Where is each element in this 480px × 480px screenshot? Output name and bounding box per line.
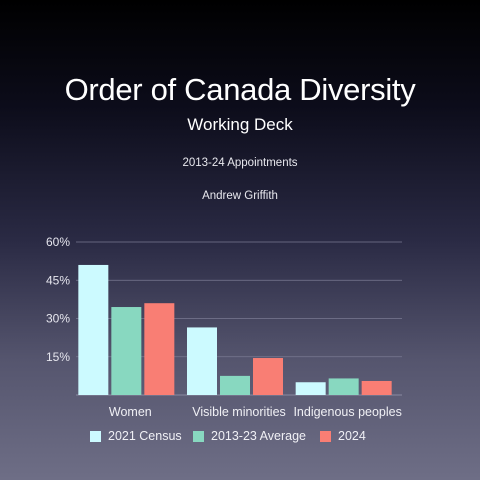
category-label: Indigenous peoples xyxy=(293,405,401,419)
bar-visible-minorities-2024 xyxy=(253,358,283,395)
bar-women-2024 xyxy=(144,303,175,395)
page-title: Order of Canada Diversity xyxy=(64,72,416,107)
y-tick-label: 30% xyxy=(46,312,70,326)
category-label: Visible minorities xyxy=(192,405,286,419)
legend-swatch xyxy=(193,430,204,442)
bar-indigenous-peoples-2013-23-average xyxy=(328,378,359,395)
legend-item: 2013-23 Average xyxy=(193,429,306,443)
y-tick-label: 45% xyxy=(46,273,70,287)
legend-item: 2024 xyxy=(320,429,366,443)
category-label: Women xyxy=(109,405,152,419)
bar-indigenous-peoples-2021-census xyxy=(295,382,326,395)
legend-item: 2021 Census xyxy=(90,429,182,443)
y-tick-label: 15% xyxy=(46,350,70,364)
chart-legend: 2021 Census 2013-23 Average 2024 xyxy=(0,429,480,447)
appointments-period: 2013-24 Appointments xyxy=(182,157,298,169)
bar-visible-minorities-2021-census xyxy=(187,327,217,395)
legend-label: 2013-23 Average xyxy=(211,429,306,443)
legend-swatch xyxy=(320,430,331,442)
bar-indigenous-peoples-2024 xyxy=(361,380,392,395)
legend-swatch xyxy=(90,430,101,442)
bar-women-2013-23-average xyxy=(111,307,142,395)
bar-women-2021-census xyxy=(78,264,109,395)
legend-label: 2024 xyxy=(338,429,366,443)
y-axis-ticks: 15% 30% 45% 60% xyxy=(46,235,70,364)
page-subtitle: Working Deck xyxy=(187,115,293,134)
legend-label: 2021 Census xyxy=(108,429,182,443)
bars xyxy=(78,264,392,395)
author-name: Andrew Griffith xyxy=(202,190,278,202)
x-axis-categories: Women Visible minorities Indigenous people… xyxy=(109,405,402,419)
y-tick-label: 60% xyxy=(46,235,70,249)
bar-visible-minorities-2013-23-average xyxy=(220,375,250,395)
